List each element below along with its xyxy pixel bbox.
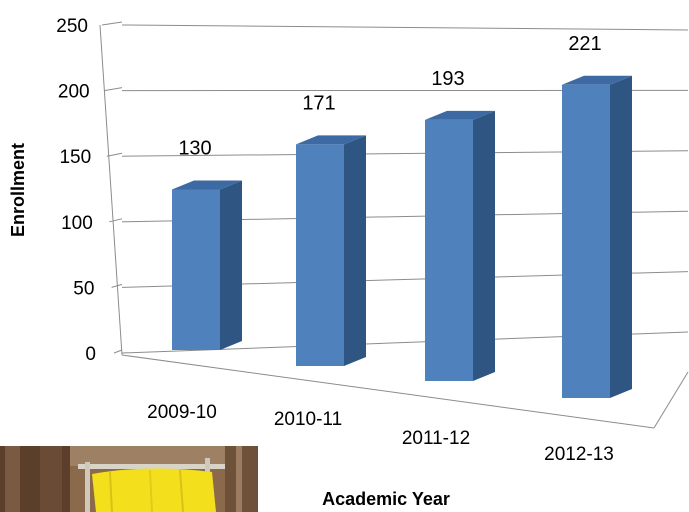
x-tick-label: 2010-11 bbox=[274, 409, 342, 430]
bar-side bbox=[220, 180, 242, 350]
y-axis-line bbox=[99, 24, 123, 356]
y-tick-label: 200 bbox=[58, 82, 90, 103]
x-tick-label: 2009-10 bbox=[147, 402, 217, 423]
gridline-depth bbox=[113, 349, 123, 354]
x-tick-label: 2011-12 bbox=[402, 428, 470, 449]
bars bbox=[172, 75, 632, 398]
y-tick-label: 50 bbox=[73, 278, 94, 299]
bar-side bbox=[473, 110, 495, 381]
bar bbox=[562, 75, 632, 398]
bar-front bbox=[562, 84, 610, 398]
bar-top bbox=[425, 110, 495, 120]
y-axis-title: Enrollment bbox=[8, 143, 28, 237]
x-tick-labels: 2009-10 2010-11 2011-12 2012-13 bbox=[147, 402, 614, 465]
y-tick-label: 150 bbox=[59, 147, 91, 168]
x-tick-label: 2012-13 bbox=[544, 444, 614, 465]
bar-top bbox=[172, 180, 242, 190]
classroom-photo bbox=[0, 446, 258, 512]
bar bbox=[172, 180, 242, 350]
gridline-depth bbox=[109, 218, 123, 223]
bar-side bbox=[344, 135, 366, 366]
gridline bbox=[121, 24, 689, 31]
y-tick-label: 250 bbox=[56, 16, 88, 37]
gridline-depth bbox=[104, 87, 123, 92]
x-axis-line bbox=[121, 354, 655, 429]
y-tick-labels: 0 50 100 150 200 250 bbox=[56, 16, 96, 365]
x-axis-title: Academic Year bbox=[322, 489, 450, 509]
bar-front bbox=[296, 144, 344, 366]
bar-front bbox=[425, 119, 473, 381]
bar bbox=[425, 110, 495, 381]
bar-top bbox=[562, 75, 632, 85]
data-label: 130 bbox=[178, 137, 211, 159]
data-label: 221 bbox=[568, 33, 601, 55]
bar bbox=[296, 135, 366, 366]
bar-front bbox=[172, 189, 220, 350]
data-label: 171 bbox=[302, 92, 335, 114]
y-tick-label: 100 bbox=[61, 213, 93, 234]
bar-side bbox=[610, 75, 632, 398]
gridline-depth bbox=[111, 283, 123, 288]
axes bbox=[99, 24, 689, 429]
data-labels: 130 171 193 221 bbox=[178, 33, 601, 160]
gridline-depth bbox=[101, 21, 123, 26]
gridline-depth bbox=[106, 152, 123, 157]
bar-top bbox=[296, 135, 366, 145]
floor-edge bbox=[653, 371, 689, 429]
data-label: 193 bbox=[431, 68, 464, 90]
y-tick-label: 0 bbox=[85, 344, 96, 365]
